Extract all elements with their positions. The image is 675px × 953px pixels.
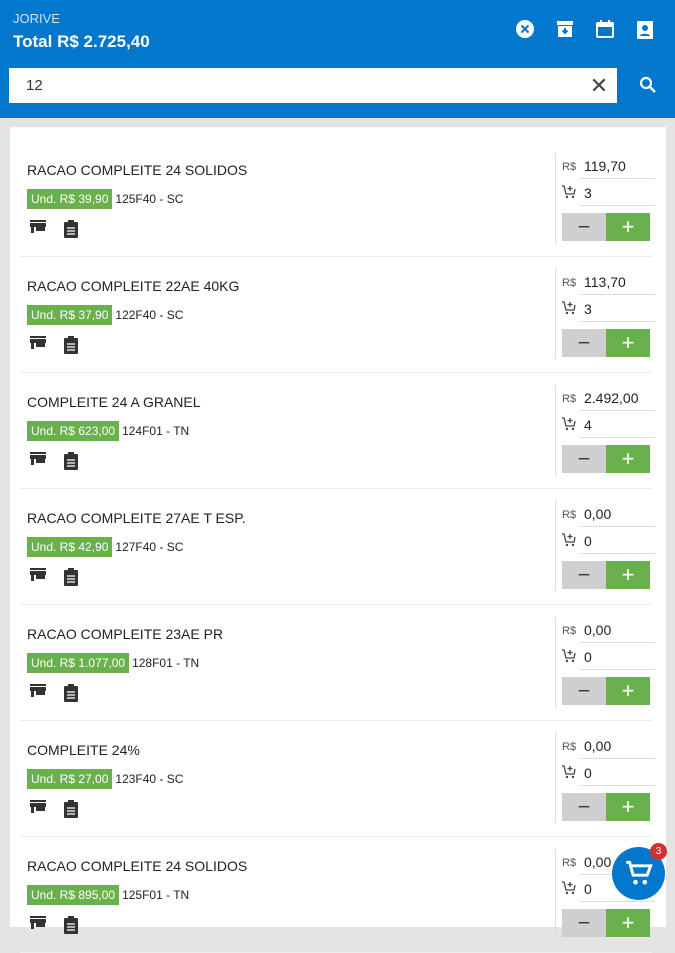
clipboard-icon[interactable]	[64, 568, 78, 591]
item-total: 0,00	[580, 735, 655, 759]
item-total: 113,70	[580, 271, 655, 295]
search-input[interactable]	[9, 77, 581, 94]
add-cart-icon	[562, 185, 580, 202]
item-total: 119,70	[580, 155, 655, 179]
unit-price-badge: Und. R$ 42,90	[27, 537, 113, 557]
product-item: RACAO COMPLEITE 24 SOLIDOS Und. R$ 895,0…	[20, 837, 655, 953]
currency-label: R$	[562, 392, 577, 405]
clipboard-icon[interactable]	[64, 684, 78, 707]
quantity-input[interactable]: 0	[580, 530, 655, 554]
currency-label: R$	[562, 508, 577, 521]
product-name: RACAO COMPLEITE 27AE T ESP.	[27, 510, 246, 526]
cart-icon	[625, 860, 653, 884]
increase-button[interactable]: +	[606, 793, 650, 821]
product-item: COMPLEITE 24% Und. R$ 27,00 123F40 - SC R…	[20, 721, 655, 837]
cart-button[interactable]: 3	[612, 843, 667, 900]
add-cart-icon	[562, 765, 580, 782]
clipboard-icon[interactable]	[64, 452, 78, 475]
cart-count-badge: 3	[650, 843, 667, 860]
increase-button[interactable]: +	[606, 677, 650, 705]
search-icon[interactable]	[639, 76, 657, 99]
add-cart-icon	[562, 881, 580, 898]
product-code: 128F01 - TN	[132, 656, 200, 670]
product-item: RACAO COMPLEITE 23AE PR Und. R$ 1.077,00…	[20, 605, 655, 721]
product-name: RACAO COMPLEITE 24 SOLIDOS	[27, 858, 248, 874]
decrease-button[interactable]: −	[562, 329, 606, 357]
item-total: 2.492,00	[580, 387, 655, 411]
add-cart-icon	[562, 533, 580, 550]
increase-button[interactable]: +	[606, 445, 650, 473]
product-item: COMPLEITE 24 A GRANEL Und. R$ 623,00 124F…	[20, 373, 655, 489]
store-icon[interactable]	[30, 916, 46, 939]
store-icon[interactable]	[30, 452, 46, 475]
clipboard-icon[interactable]	[64, 336, 78, 359]
quantity-input[interactable]: 4	[580, 414, 655, 438]
unit-price-badge: Und. R$ 895,00	[27, 885, 120, 905]
quantity-input[interactable]: 3	[580, 182, 655, 206]
product-name: RACAO COMPLEITE 24 SOLIDOS	[27, 162, 248, 178]
unit-price-badge: Und. R$ 37,90	[27, 305, 113, 325]
item-total: 0,00	[580, 503, 655, 527]
product-item: RACAO COMPLEITE 22AE 40KG Und. R$ 37,90 1…	[20, 257, 655, 373]
archive-icon[interactable]	[555, 19, 575, 39]
product-code: 123F40 - SC	[115, 772, 184, 786]
add-cart-icon	[562, 301, 580, 318]
product-item: RACAO COMPLEITE 27AE T ESP. Und. R$ 42,9…	[20, 489, 655, 605]
product-name: COMPLEITE 24%	[27, 742, 140, 758]
product-name: RACAO COMPLEITE 23AE PR	[27, 626, 224, 642]
increase-button[interactable]: +	[606, 213, 650, 241]
decrease-button[interactable]: −	[562, 677, 606, 705]
add-cart-icon	[562, 417, 580, 434]
store-icon[interactable]	[30, 336, 46, 359]
increase-button[interactable]: +	[606, 329, 650, 357]
decrease-button[interactable]: −	[562, 445, 606, 473]
quantity-input[interactable]: 0	[580, 762, 655, 786]
product-name: RACAO COMPLEITE 22AE 40KG	[27, 278, 240, 294]
search-bar: ✕	[9, 68, 617, 103]
decrease-button[interactable]: −	[562, 909, 606, 937]
product-name: COMPLEITE 24 A GRANEL	[27, 394, 201, 410]
quantity-input[interactable]: 0	[580, 646, 655, 670]
unit-price-badge: Und. R$ 623,00	[27, 421, 120, 441]
order-total: Total R$ 2.725,40	[13, 32, 150, 51]
product-code: 122F40 - SC	[115, 308, 184, 322]
product-list: RACAO COMPLEITE 24 SOLIDOS Und. R$ 39,90…	[10, 127, 666, 953]
add-cart-icon	[562, 649, 580, 666]
store-name: JORIVE	[13, 11, 60, 26]
product-code: 125F40 - SC	[115, 192, 184, 206]
item-total: 0,00	[580, 619, 655, 643]
calendar-icon[interactable]	[595, 19, 615, 39]
decrease-button[interactable]: −	[562, 561, 606, 589]
quantity-input[interactable]: 3	[580, 298, 655, 322]
unit-price-badge: Und. R$ 27,00	[27, 769, 113, 789]
currency-label: R$	[562, 276, 577, 289]
decrease-button[interactable]: −	[562, 793, 606, 821]
store-icon[interactable]	[30, 684, 46, 707]
unit-price-badge: Und. R$ 39,90	[27, 189, 113, 209]
unit-price-badge: Und. R$ 1.077,00	[27, 653, 130, 673]
store-icon[interactable]	[30, 800, 46, 823]
clipboard-icon[interactable]	[64, 220, 78, 243]
decrease-button[interactable]: −	[562, 213, 606, 241]
product-code: 125F01 - TN	[122, 888, 190, 902]
currency-label: R$	[562, 624, 577, 637]
product-code: 124F01 - TN	[122, 424, 190, 438]
cancel-circle-icon[interactable]	[515, 19, 535, 39]
product-item: RACAO COMPLEITE 24 SOLIDOS Und. R$ 39,90…	[20, 141, 655, 257]
clipboard-icon[interactable]	[64, 800, 78, 823]
currency-label: R$	[562, 856, 577, 869]
product-code: 127F40 - SC	[115, 540, 184, 554]
currency-label: R$	[562, 160, 577, 173]
store-icon[interactable]	[30, 220, 46, 243]
currency-label: R$	[562, 740, 577, 753]
clear-search-icon[interactable]: ✕	[589, 72, 609, 98]
contact-clipboard-icon[interactable]	[635, 19, 655, 39]
increase-button[interactable]: +	[606, 909, 650, 937]
clipboard-icon[interactable]	[64, 916, 78, 939]
store-icon[interactable]	[30, 568, 46, 591]
increase-button[interactable]: +	[606, 561, 650, 589]
